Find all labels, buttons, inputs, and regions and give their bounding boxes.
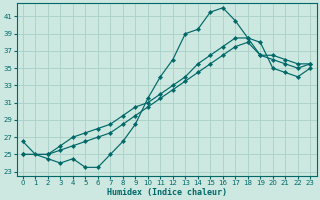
X-axis label: Humidex (Indice chaleur): Humidex (Indice chaleur) [107, 188, 227, 197]
